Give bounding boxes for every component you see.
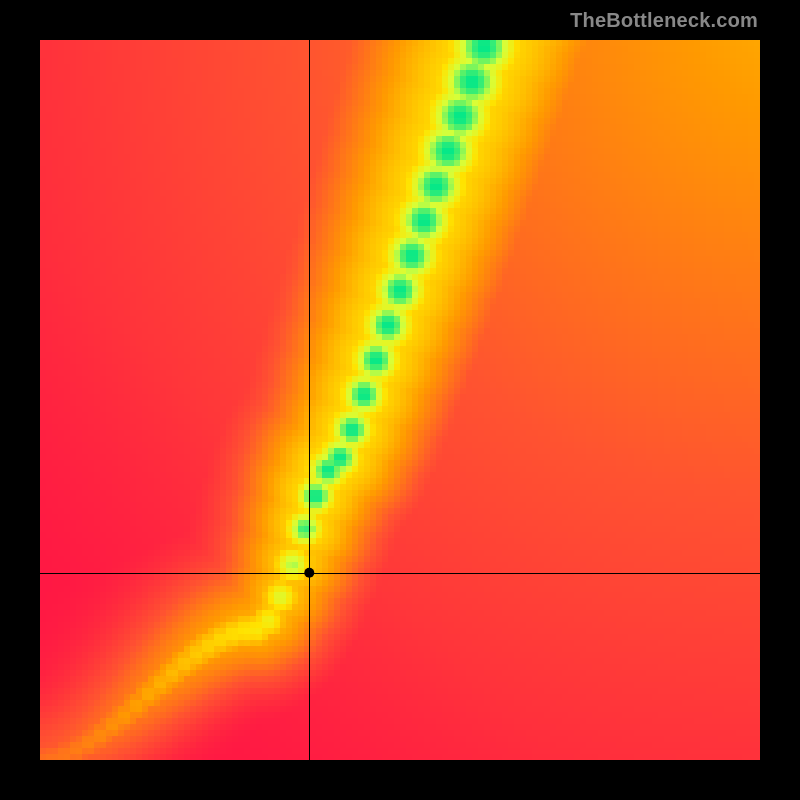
heatmap-canvas bbox=[40, 40, 760, 760]
chart-frame: TheBottleneck.com bbox=[0, 0, 800, 800]
watermark-text: TheBottleneck.com bbox=[570, 10, 758, 33]
heatmap-plot bbox=[40, 40, 760, 760]
